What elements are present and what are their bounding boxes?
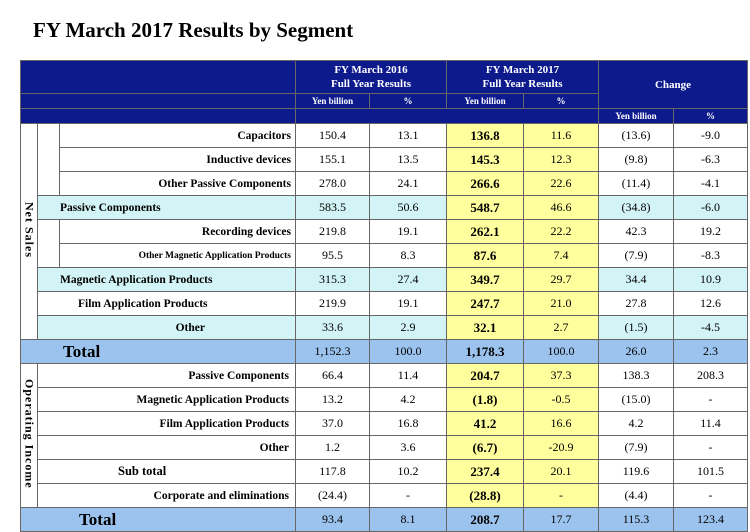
page-title: FY March 2017 Results by Segment <box>33 18 354 42</box>
header-fy2017: FY March 2017 Full Year Results <box>446 60 599 94</box>
table-row: Operating Income Passive Components 66.4… <box>20 363 748 508</box>
net-sales-section-label: Net Sales <box>20 123 38 340</box>
table-row: Other 1.2 3.6 (6.7) -20.9 (7.9) - <box>21 435 748 460</box>
units-row: Yen billion % Yen billion % <box>20 93 748 109</box>
table-row: Net Sales Capacitors 150.4 13.1 136.8 11… <box>20 123 748 340</box>
table-row: Film Application Products 219.9 19.1 247… <box>21 291 748 316</box>
header-row: FY March 2016 Full Year Results FY March … <box>20 60 748 109</box>
table-row: Other Magnetic Application Products 95.5… <box>21 243 748 268</box>
header-change: Change <box>598 60 748 109</box>
operating-income-total-row: Total 93.4 8.1 208.7 17.7 115.3 123.4 <box>20 507 748 532</box>
table-row: Other 33.6 2.9 32.1 2.7 (1.5) -4.5 <box>21 315 748 340</box>
table-row: Inductive devices 155.1 13.5 145.3 12.3 … <box>21 147 748 172</box>
table-row: Recording devices 219.8 19.1 262.1 22.2 … <box>21 219 748 268</box>
table-row: Sub total 117.8 10.2 237.4 20.1 119.6 10… <box>21 459 748 484</box>
change-units-row: Yen billion % <box>20 108 748 124</box>
table-row: Magnetic Application Products 315.3 27.4… <box>21 267 748 292</box>
operating-income-section-label: Operating Income <box>20 363 38 508</box>
table-row: Passive Components 583.5 50.6 548.7 46.6… <box>21 195 748 220</box>
header-fy2016: FY March 2016 Full Year Results <box>295 60 447 94</box>
segment-results-table: FY March 2016 Full Year Results FY March … <box>20 60 748 532</box>
header-blank <box>20 60 296 94</box>
net-sales-total-row: Total 1,152.3 100.0 1,178.3 100.0 26.0 2… <box>20 339 748 364</box>
table-row: Corporate and eliminations (24.4) - (28.… <box>21 483 748 508</box>
table-row: Film Application Products 37.0 16.8 41.2… <box>21 411 748 436</box>
table-row: Magnetic Application Products 13.2 4.2 (… <box>21 387 748 412</box>
table-row: Other Passive Components 278.0 24.1 266.… <box>21 171 748 196</box>
